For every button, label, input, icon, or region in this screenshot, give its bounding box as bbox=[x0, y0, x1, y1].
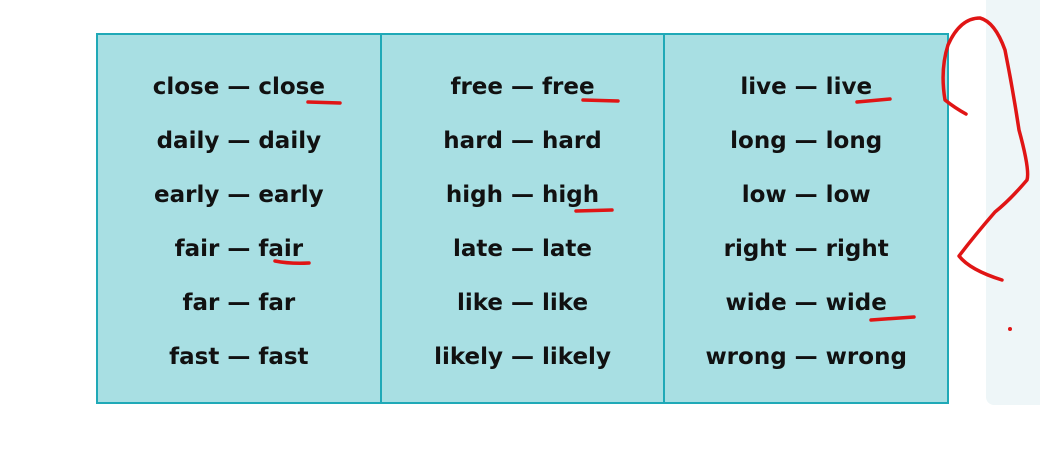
table-row: close — close bbox=[152, 74, 325, 100]
table-row: fast — fast bbox=[169, 344, 309, 370]
side-panel bbox=[986, 0, 1040, 405]
table-row: early — early bbox=[153, 182, 324, 208]
table-row: high — high bbox=[445, 182, 600, 208]
table-row: live — live bbox=[740, 74, 873, 100]
table-row: likely — likely bbox=[434, 344, 611, 370]
word-table: close — close daily — daily early — earl… bbox=[96, 33, 949, 404]
table-row: hard — hard bbox=[443, 128, 602, 154]
table-row: like — like bbox=[456, 290, 589, 316]
table-row: wide — wide bbox=[725, 290, 887, 316]
table-row: far — far bbox=[182, 290, 296, 316]
table-row: right — right bbox=[723, 236, 889, 262]
table-row: wrong — wrong bbox=[705, 344, 907, 370]
table-row: fair — fair bbox=[174, 236, 304, 262]
table-column-3: live — live long — long low — low right … bbox=[665, 35, 947, 402]
table-row: free — free bbox=[450, 74, 595, 100]
table-column-1: close — close daily — daily early — earl… bbox=[98, 35, 382, 402]
table-row: low — low bbox=[741, 182, 871, 208]
table-column-2: free — free hard — hard high — high late… bbox=[382, 35, 666, 402]
table-row: long — long bbox=[730, 128, 883, 154]
table-row: late — late bbox=[453, 236, 593, 262]
table-row: daily — daily bbox=[156, 128, 322, 154]
